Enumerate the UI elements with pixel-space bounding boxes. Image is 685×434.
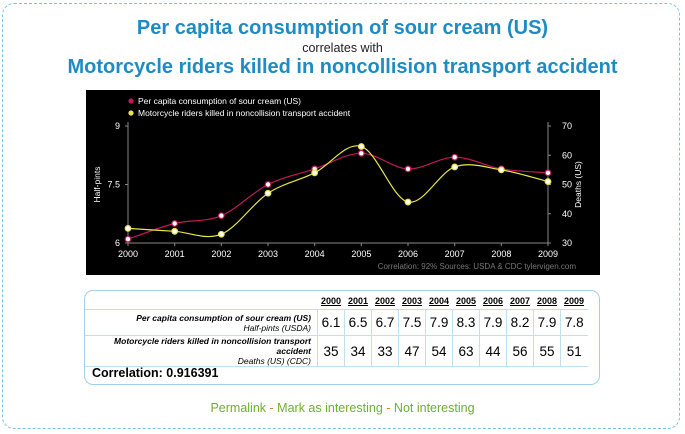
title-variable-1: Per capita consumption of sour cream (US… bbox=[136, 17, 549, 39]
table-cell: 6.1 bbox=[317, 309, 345, 336]
chart-footer: Correlation: 92% Sources: USDA & CDC tyl… bbox=[378, 262, 577, 271]
series-2-point bbox=[544, 178, 552, 185]
year-header: 2004 bbox=[425, 293, 453, 310]
legend-entry: Motorcycle riders killed in noncollision… bbox=[138, 108, 351, 118]
y2-axis-label: Deaths (US) bbox=[573, 161, 583, 208]
series-2-point bbox=[311, 169, 319, 177]
y2-tick-label: 50 bbox=[562, 180, 572, 190]
footer-links: Permalink - Mark as interesting - Not in… bbox=[210, 401, 475, 415]
table-cell: 35 bbox=[317, 335, 345, 367]
correlation-value: Correlation: 0.916391 bbox=[92, 366, 219, 380]
series-2-point bbox=[451, 163, 459, 171]
legend-marker bbox=[128, 110, 134, 116]
series-1-point bbox=[264, 181, 272, 188]
table-cell: 34 bbox=[344, 335, 372, 367]
x-tick-label: 2003 bbox=[258, 249, 278, 259]
mark-interesting-link[interactable]: Mark as interesting bbox=[277, 401, 383, 415]
table-cell: 8.3 bbox=[452, 309, 480, 336]
table-cell: 54 bbox=[425, 335, 453, 367]
series-2-point bbox=[357, 143, 365, 150]
table-cell: 6.5 bbox=[344, 309, 372, 336]
table-cell: 7.9 bbox=[479, 309, 507, 336]
chart-panel: 2000 2001 2002 2003 2004 2005 2006 2007 2008 2009… bbox=[86, 90, 600, 275]
year-header: 2006 bbox=[479, 293, 507, 310]
x-tick-label: 2000 bbox=[118, 249, 138, 259]
x-tick-label: 2002 bbox=[211, 249, 231, 259]
y-axis-label: Half-pints bbox=[92, 167, 102, 203]
table-cell: 8.2 bbox=[506, 309, 534, 336]
series-1-point bbox=[357, 149, 365, 157]
legend-marker bbox=[128, 98, 134, 104]
y-tick-label: 9 bbox=[115, 121, 120, 131]
x-tick-label: 2008 bbox=[491, 249, 511, 259]
title-variable-2: Motorcycle riders killed in noncollision… bbox=[67, 56, 618, 78]
x-tick-label: 2009 bbox=[538, 249, 558, 259]
series-2-point bbox=[404, 198, 412, 206]
table-cell: 56 bbox=[506, 335, 534, 367]
line-chart: 2000 2001 2002 2003 2004 2005 2006 2007 2008 2009… bbox=[92, 96, 583, 271]
series-1-point bbox=[171, 220, 179, 227]
year-header: 2000 bbox=[317, 293, 345, 310]
row-label: Motorcycle riders killed in noncollision… bbox=[85, 335, 318, 367]
y2-tick-label: 30 bbox=[562, 238, 572, 248]
table-cell: 7.9 bbox=[533, 309, 561, 336]
table-cell: 51 bbox=[560, 335, 588, 367]
y-tick-label: 7.5 bbox=[107, 180, 120, 190]
table-cell: 6.7 bbox=[371, 309, 399, 336]
series-1-point bbox=[404, 165, 412, 173]
x-tick-label: 2005 bbox=[351, 249, 371, 259]
table-cell: 55 bbox=[533, 335, 561, 367]
year-header: 2003 bbox=[398, 293, 426, 310]
x-tick-label: 2001 bbox=[165, 249, 185, 259]
series-1-point bbox=[217, 212, 225, 220]
series-2-point bbox=[264, 189, 272, 197]
x-tick-label: 2004 bbox=[305, 249, 325, 259]
year-header: 2001 bbox=[344, 293, 372, 310]
year-header: 2009 bbox=[560, 293, 588, 310]
series-1-point bbox=[451, 153, 459, 161]
x-tick-label: 2007 bbox=[445, 249, 465, 259]
table-cell: 44 bbox=[479, 335, 507, 367]
table-cell: 7.5 bbox=[398, 309, 426, 336]
series-line-2 bbox=[127, 145, 549, 238]
series-line-1 bbox=[127, 152, 549, 240]
series-2-point bbox=[124, 224, 132, 232]
table-cell: 47 bbox=[398, 335, 426, 367]
x-tick-label: 2006 bbox=[398, 249, 418, 259]
series-1-point bbox=[544, 169, 552, 177]
table-row: Per capita consumption of sour cream (US… bbox=[85, 309, 588, 336]
table-cell: 63 bbox=[452, 335, 480, 367]
series-2-point bbox=[497, 166, 505, 174]
data-table: 2000 2001 2002 2003 2004 2005 2006 2007 2008 2009… bbox=[85, 293, 588, 367]
year-header: 2008 bbox=[533, 293, 561, 310]
y-tick-label: 6 bbox=[115, 238, 120, 248]
year-header: 2007 bbox=[506, 293, 534, 310]
permalink-link[interactable]: Permalink bbox=[210, 401, 267, 415]
year-header-row: 2000 2001 2002 2003 2004 2005 2006 2007 2008 2009 bbox=[85, 293, 588, 310]
table-cell: 33 bbox=[371, 335, 399, 367]
series-1-point bbox=[124, 235, 132, 243]
row-label: Per capita consumption of sour cream (US… bbox=[85, 309, 318, 336]
year-header: 2002 bbox=[371, 293, 399, 310]
y2-tick-label: 70 bbox=[562, 121, 572, 131]
legend-entry: Per capita consumption of sour cream (US… bbox=[138, 96, 301, 106]
page-frame bbox=[2, 3, 680, 429]
not-interesting-link[interactable]: Not interesting bbox=[393, 401, 475, 415]
series-2-point bbox=[217, 230, 225, 238]
data-table-frame bbox=[84, 290, 600, 385]
y2-tick-label: 60 bbox=[562, 150, 572, 160]
table-row: Motorcycle riders killed in noncollision… bbox=[85, 335, 588, 367]
y2-tick-label: 40 bbox=[562, 209, 572, 219]
correlates-with-text: correlates with bbox=[302, 41, 383, 55]
table-cell: 7.9 bbox=[425, 309, 453, 336]
year-header: 2005 bbox=[452, 293, 480, 310]
table-cell: 7.8 bbox=[560, 309, 588, 336]
series-2-point bbox=[171, 227, 179, 235]
